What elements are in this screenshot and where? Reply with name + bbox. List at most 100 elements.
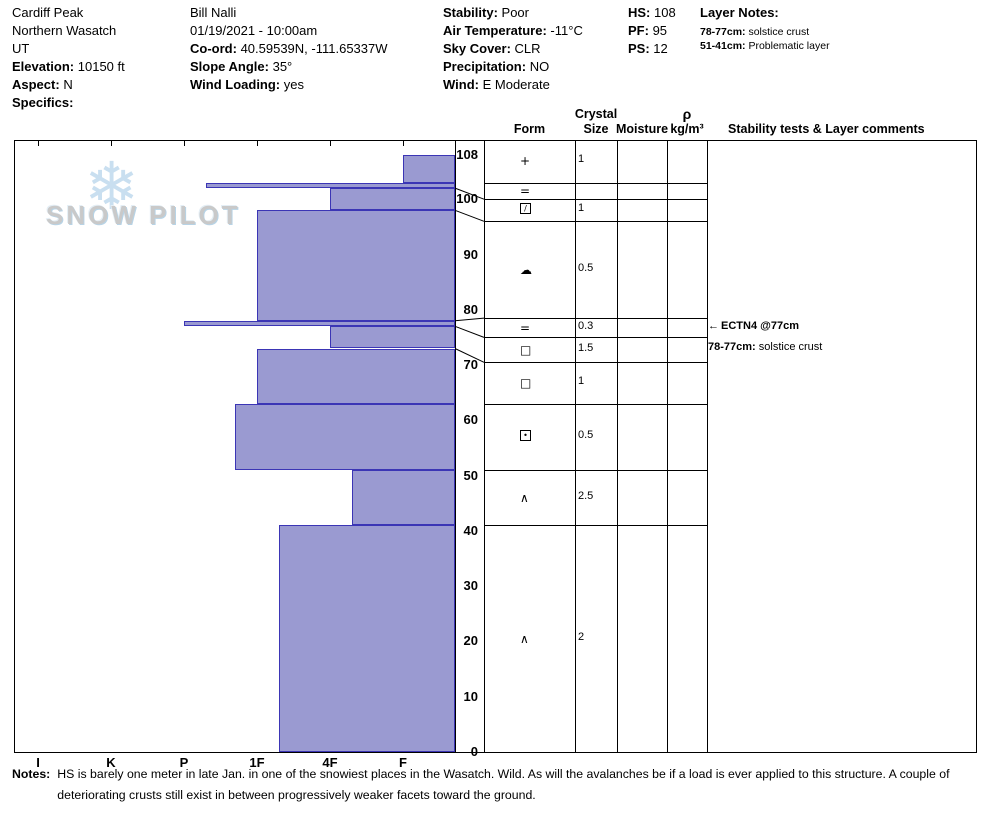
hardness-panel-right-border <box>455 140 456 753</box>
crystal-form-decomposing-fragments: / <box>520 203 531 215</box>
hardness-tick-mark <box>184 141 185 146</box>
hardness-tick-mark <box>38 141 39 146</box>
moisture-header-text: Moisture <box>615 122 669 136</box>
hardness-tick-mark <box>330 141 331 146</box>
conditions-block: Stability: Poor Air Temperature: -11°C S… <box>443 4 583 94</box>
comments-header-text: Stability tests & Layer comments <box>728 122 925 136</box>
sky-cover-row: Sky Cover: CLR <box>443 40 583 58</box>
moisture-column-header: Moisture <box>615 122 669 137</box>
hs-value: 108 <box>654 5 676 20</box>
aspect-label: Aspect: <box>12 77 60 92</box>
pit-summary-block: HS: 108 PF: 95 PS: 12 <box>628 4 676 58</box>
crystal-size-value: 0.3 <box>578 319 594 332</box>
table-row-line <box>484 470 707 472</box>
wind-loading-label: Wind Loading: <box>190 77 281 92</box>
layer-note-text: solstice crust <box>748 26 810 38</box>
density-units-text: kg/m³ <box>670 122 704 136</box>
wind-loading-row: Wind Loading: yes <box>190 76 388 94</box>
crystal-form-depth-hoar: ∧ <box>520 490 529 505</box>
depth-tick-label: 80 <box>463 301 478 317</box>
snowpilot-watermark: ❄ SNOW PILOT <box>46 154 276 242</box>
comments-column-left-border <box>707 140 708 753</box>
crystal-form-mixed-facets-rounds: • <box>520 429 531 441</box>
state-name: UT <box>12 41 30 56</box>
slope-angle-label: Slope Angle: <box>190 59 269 74</box>
table-row-line <box>484 362 707 364</box>
snow-layer-bar <box>351 470 455 526</box>
wind-value: E Moderate <box>482 77 550 92</box>
snow-layer-bar <box>330 326 455 349</box>
annotation-label: 78-77cm: <box>708 341 756 354</box>
notes-text: HS is barely one meter in late Jan. in o… <box>57 767 950 802</box>
annotation-layer-comment: 78-77cm: solstice crust <box>708 341 824 353</box>
precip-row: Precipitation: NO <box>443 58 583 76</box>
layer-note-label: 51-41cm: <box>700 40 746 52</box>
location-block: Cardiff Peak Northern Wasatch UT Elevati… <box>12 4 125 112</box>
hardness-tick-label: F <box>399 755 407 770</box>
layer-note: 51-41cm: Problematic layer <box>700 39 830 53</box>
stability-row: Stability: Poor <box>443 4 583 22</box>
snow-layer-bar <box>257 348 455 404</box>
specifics-label: Specifics: <box>12 95 74 110</box>
notes-block: Notes: HS is barely one meter in late Ja… <box>12 764 969 806</box>
sky-cover-label: Sky Cover: <box>443 41 511 56</box>
density-column-left-border <box>667 140 668 753</box>
hardness-tick-label: 4F <box>322 755 338 770</box>
snow-layer-bar <box>403 155 455 183</box>
depth-tick-label: 60 <box>463 412 478 428</box>
hs-row: HS: 108 <box>628 4 676 22</box>
depth-tick-label: 90 <box>463 246 478 262</box>
snow-layer-bar <box>184 320 455 327</box>
moisture-column-left-border <box>617 140 618 753</box>
elevation-value: 10150 ft <box>77 59 125 74</box>
depth-tick-label: 70 <box>463 357 478 372</box>
slope-angle-value: 35° <box>272 59 293 74</box>
specifics-row: Specifics: <box>12 94 125 112</box>
hardness-tick-label: I <box>36 755 40 770</box>
elevation-label: Elevation: <box>12 59 75 74</box>
coord-value: 40.59539N, -111.65337W <box>240 41 388 56</box>
hs-label: HS: <box>628 5 651 20</box>
size-column-left-border <box>575 140 576 753</box>
hardness-tick-label: 1F <box>249 755 265 770</box>
table-row-line <box>484 337 707 339</box>
notes-label: Notes: <box>12 767 51 781</box>
rho-symbol: ρ <box>682 106 692 122</box>
layer-note-label: 78-77cm: <box>700 26 746 38</box>
hardness-tick-mark <box>257 141 258 146</box>
layer-notes-title: Layer Notes: <box>700 5 779 20</box>
depth-tick-label: 100 <box>456 191 478 207</box>
annotation-stability-test: ← ECTN4 @77cm <box>708 320 799 332</box>
table-row-line <box>484 199 707 201</box>
snow-layer-bar <box>235 403 455 470</box>
snowflake-icon: ❄ <box>84 148 140 225</box>
site-name: Cardiff Peak <box>12 5 84 20</box>
crystal-form-new-snow: + <box>520 154 531 169</box>
depth-tick-label: 10 <box>463 688 478 704</box>
precip-label: Precipitation: <box>443 59 527 74</box>
region-name: Northern Wasatch <box>12 23 117 38</box>
observer-name: Bill Nalli <box>190 5 237 20</box>
crystal-size-value: 0.5 <box>578 261 594 274</box>
watermark-text: SNOW PILOT <box>46 200 241 230</box>
elevation-row: Elevation: 10150 ft <box>12 58 125 76</box>
arrow-left-icon: ← <box>708 320 719 333</box>
layer-notes-block: Layer Notes: 78-77cm: solstice crust 51-… <box>700 4 830 53</box>
ps-row: PS: 12 <box>628 40 676 58</box>
snow-layer-bar <box>257 210 455 321</box>
stability-value: Poor <box>501 5 529 20</box>
wind-row: Wind: E Moderate <box>443 76 583 94</box>
size-column-header: Crystal Size <box>575 107 617 137</box>
chart-outer-border <box>14 140 977 753</box>
snow-layer-bar <box>278 525 455 752</box>
crystal-header-text: Crystal <box>574 107 618 121</box>
table-row-line <box>484 221 707 223</box>
crystal-size-value: 0.5 <box>578 428 594 441</box>
air-temp-label: Air Temperature: <box>443 23 547 38</box>
hardness-tick-mark <box>403 141 404 146</box>
annotation-text: solstice crust <box>758 341 823 354</box>
form-column-header: Form <box>484 122 575 137</box>
table-row-line <box>484 182 707 184</box>
table-row-line <box>484 525 707 527</box>
air-temp-value: -11°C <box>550 23 583 38</box>
